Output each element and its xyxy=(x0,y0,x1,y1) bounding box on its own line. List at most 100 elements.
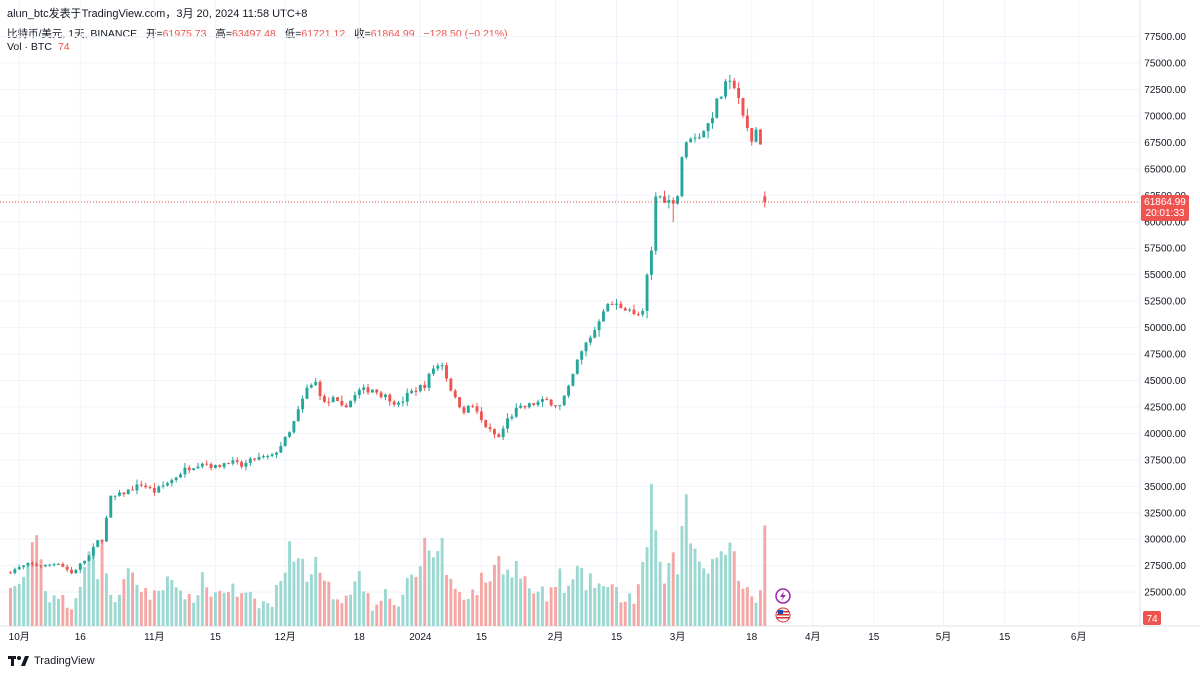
volume-bar xyxy=(370,610,374,626)
volume-bar xyxy=(636,584,640,626)
candle-body xyxy=(654,196,658,251)
candle-body xyxy=(479,411,483,420)
candle-body xyxy=(632,309,636,315)
candlesticks xyxy=(9,74,767,575)
volume-bar xyxy=(331,599,335,626)
volume-bar xyxy=(392,604,396,626)
volume-bar xyxy=(510,577,514,626)
volume-bar xyxy=(567,585,571,626)
events-lightning-icon[interactable] xyxy=(775,588,791,604)
volume-bar xyxy=(218,590,222,626)
candle-body xyxy=(288,432,291,437)
candle-body xyxy=(658,196,662,198)
tradingview-brand-text: TradingView xyxy=(34,655,95,667)
candle-body xyxy=(362,387,366,390)
candle-body xyxy=(126,489,130,495)
volume-bar xyxy=(414,576,418,626)
price-tick-label: 35000.00 xyxy=(1144,482,1186,493)
volume-bar xyxy=(584,590,588,626)
tradingview-branding[interactable]: TradingView xyxy=(8,655,95,667)
candle-body xyxy=(711,117,714,124)
candle-body xyxy=(558,405,562,407)
candle-body xyxy=(96,540,100,547)
volume-bar xyxy=(253,598,257,626)
candle-body xyxy=(113,495,117,497)
volume-label[interactable]: Vol · BTC xyxy=(7,41,52,53)
candle-body xyxy=(166,483,169,486)
candle-body xyxy=(680,157,684,197)
volume-bar xyxy=(35,535,39,626)
candle-body xyxy=(118,492,121,496)
candle-body xyxy=(410,390,414,393)
volume-bar xyxy=(536,591,540,626)
candle-body xyxy=(279,445,283,453)
candle-body xyxy=(305,387,309,399)
candle-body xyxy=(623,308,627,311)
candle-body xyxy=(584,342,588,352)
time-tick-label: 4月 xyxy=(805,631,821,643)
volume-bar xyxy=(257,608,261,626)
volume-bar xyxy=(471,589,475,626)
time-tick-label: 16 xyxy=(75,632,87,643)
volume-bar xyxy=(340,603,344,626)
candle-body xyxy=(78,563,82,570)
volume-bar xyxy=(270,606,274,626)
volume-bar xyxy=(750,596,754,626)
volume-bar xyxy=(440,537,444,626)
candle-body xyxy=(414,390,418,392)
volume-bar xyxy=(349,594,353,626)
candle-body xyxy=(213,464,217,468)
candle-body xyxy=(30,562,34,565)
volume-bar xyxy=(187,593,191,626)
candle-body xyxy=(610,303,614,305)
volume-bar xyxy=(702,568,706,626)
price-tick-label: 65000.00 xyxy=(1144,164,1186,175)
volume-bar xyxy=(575,565,579,626)
candle-body xyxy=(606,303,610,312)
candle-body xyxy=(702,131,706,138)
candle-body xyxy=(523,405,527,408)
candle-body xyxy=(109,495,113,518)
time-tick-label: 2月 xyxy=(548,631,564,643)
candle-body xyxy=(506,418,509,429)
volume-bar xyxy=(244,592,248,626)
volume-bar xyxy=(113,602,117,626)
us-flag-icon[interactable] xyxy=(775,607,791,623)
volume-bar xyxy=(309,574,313,626)
candle-body xyxy=(327,401,331,403)
volume-bar xyxy=(431,557,435,626)
volume-bar xyxy=(344,595,348,626)
publisher-text: alun_btc发表于TradingView.com， xyxy=(7,8,177,20)
volume-bar xyxy=(645,547,649,626)
volume-bar xyxy=(126,568,130,626)
candle-body xyxy=(449,378,453,391)
volume-bar xyxy=(680,526,684,626)
volume-bar xyxy=(240,593,244,626)
candle-body xyxy=(545,399,549,401)
price-tick-label: 45000.00 xyxy=(1144,376,1186,387)
volume-bar xyxy=(763,525,767,626)
volume-bar xyxy=(384,589,387,626)
volume-bar xyxy=(558,568,562,626)
time-tick-label: 2024 xyxy=(409,632,432,643)
candle-body xyxy=(436,365,440,369)
price-tick-label: 75000.00 xyxy=(1144,59,1186,70)
volume-bar xyxy=(754,602,758,626)
volume-bar xyxy=(549,587,553,626)
volume-bar xyxy=(65,607,69,626)
volume-bar xyxy=(179,590,182,626)
price-tick-label: 60000.00 xyxy=(1144,217,1186,228)
volume-bar xyxy=(663,583,666,626)
volume-bar xyxy=(39,559,43,626)
volume-bar xyxy=(405,577,409,626)
volume-bar xyxy=(388,598,392,626)
candle-body xyxy=(370,389,374,393)
price-axis[interactable]: 25000.00 27500.00 30000.00 32500.00 35000.00… xyxy=(1144,32,1186,599)
volume-bar xyxy=(523,576,527,626)
candle-body xyxy=(205,463,209,465)
volume-bar xyxy=(658,561,662,626)
volume-bar xyxy=(362,591,366,626)
volume-bar xyxy=(684,494,688,626)
time-axis[interactable]: 10月 16 11月 15 12月 18 2024 15 2月 15 3月 18 4月 15 5月 15 6月 xyxy=(9,631,1087,643)
